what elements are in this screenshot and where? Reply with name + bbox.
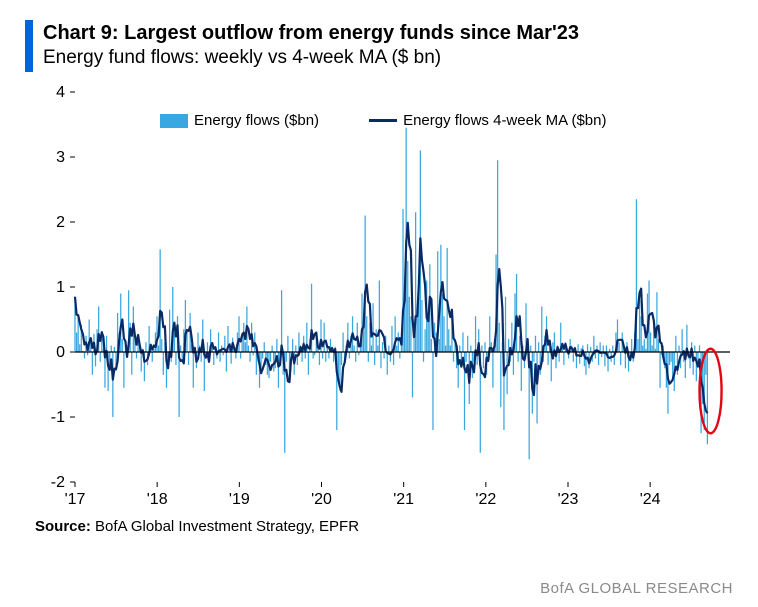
title-block: Chart 9: Largest outflow from energy fun… (43, 20, 733, 71)
source-text: BofA Global Investment Strategy, EPFR (95, 518, 359, 535)
svg-text:-2: -2 (51, 474, 65, 491)
title-accent-bar (25, 20, 33, 72)
chart-plot: Energy flows ($bn) Energy flows 4-week M… (30, 82, 730, 512)
svg-text:2: 2 (56, 214, 65, 231)
svg-text:'18: '18 (147, 491, 168, 508)
svg-text:'24: '24 (640, 491, 661, 508)
source-label: Source: (35, 518, 91, 535)
chart-header: Chart 9: Largest outflow from energy fun… (25, 20, 733, 72)
footer-brand: BofA GLOBAL RESEARCH (540, 580, 733, 597)
legend-item-bars: Energy flows ($bn) (160, 112, 319, 129)
svg-text:4: 4 (56, 84, 65, 101)
chart-subtitle: Energy fund flows: weekly vs 4-week MA (… (43, 46, 733, 71)
legend-swatch-line-icon (369, 119, 397, 122)
svg-text:'22: '22 (475, 491, 496, 508)
chart-legend: Energy flows ($bn) Energy flows 4-week M… (160, 112, 606, 129)
svg-text:'23: '23 (558, 491, 579, 508)
svg-text:3: 3 (56, 149, 65, 166)
svg-text:'21: '21 (393, 491, 414, 508)
legend-label-line: Energy flows 4-week MA ($bn) (403, 112, 606, 129)
source-line: Source: BofA Global Investment Strategy,… (35, 518, 733, 535)
svg-text:1: 1 (56, 279, 65, 296)
svg-text:'19: '19 (229, 491, 250, 508)
legend-item-line: Energy flows 4-week MA ($bn) (369, 112, 606, 129)
svg-text:-1: -1 (51, 409, 65, 426)
svg-text:'17: '17 (65, 491, 86, 508)
chart-svg: -2 -1 0 1 2 3 4 '17 '18 '19 '20 '21 '22 '23 '24 (30, 82, 730, 512)
svg-text:0: 0 (56, 344, 65, 361)
legend-label-bars: Energy flows ($bn) (194, 112, 319, 129)
legend-swatch-bar-icon (160, 114, 188, 128)
svg-text:'20: '20 (311, 491, 332, 508)
chart-title: Chart 9: Largest outflow from energy fun… (43, 20, 733, 46)
